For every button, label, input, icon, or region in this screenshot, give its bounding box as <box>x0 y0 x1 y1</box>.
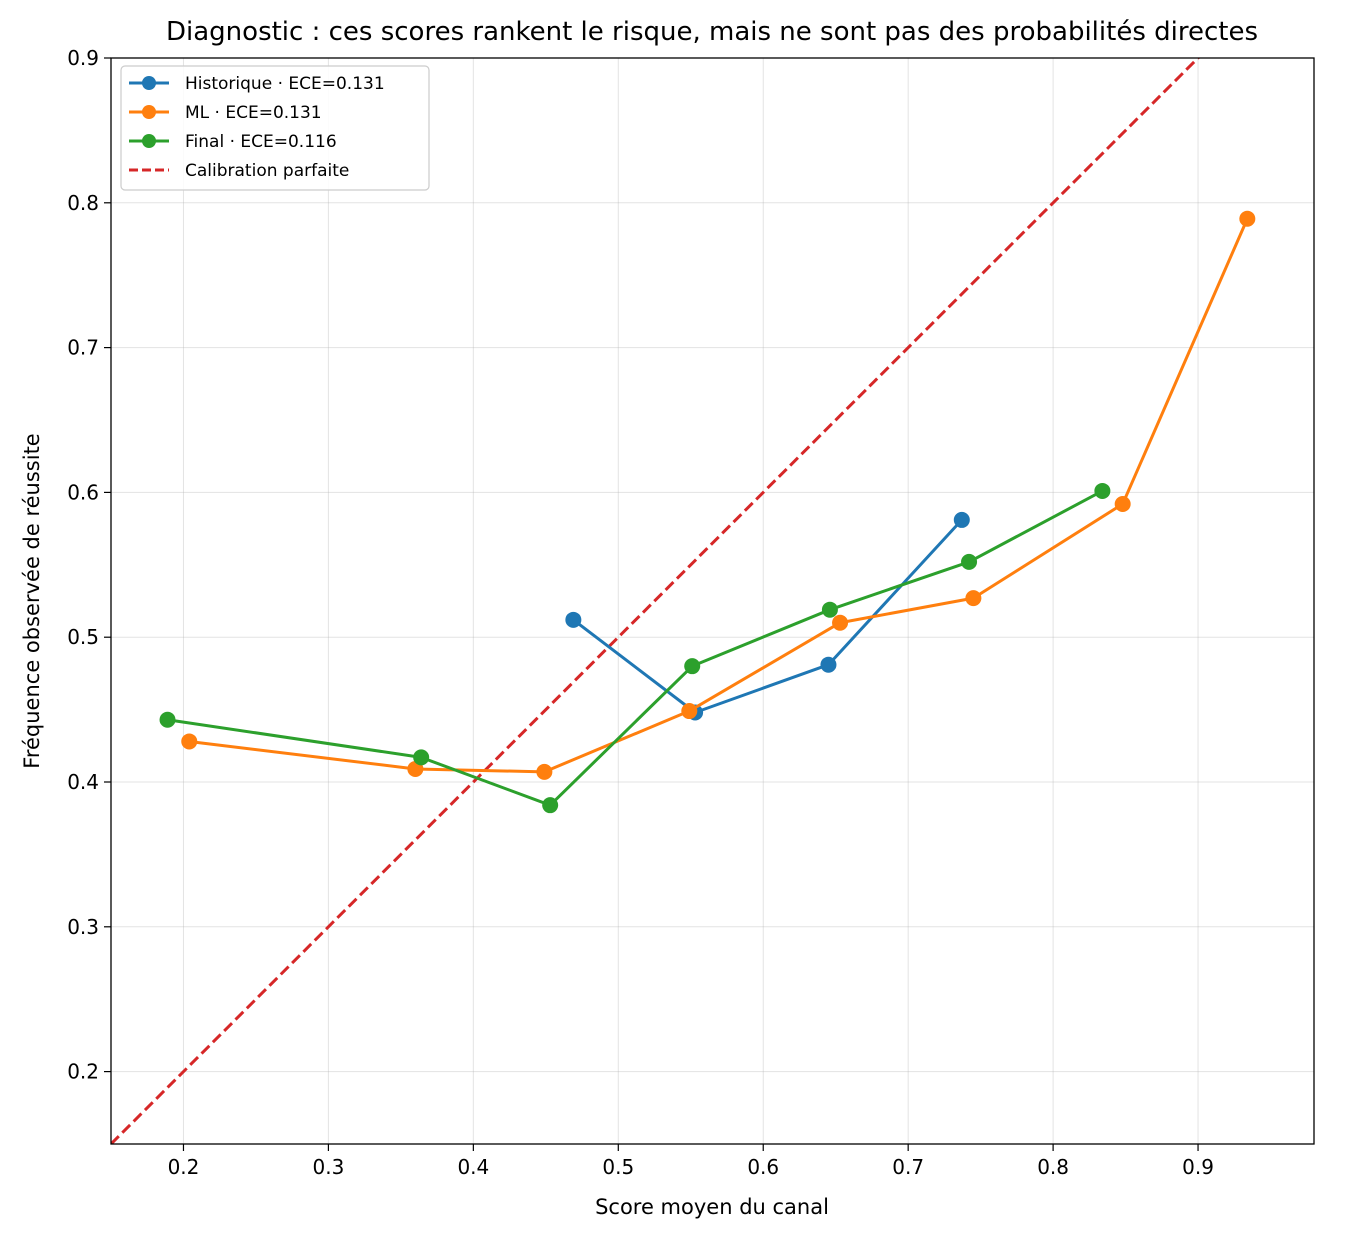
y-tick-label: 0.2 <box>67 1060 99 1084</box>
legend-marker <box>142 105 156 119</box>
legend-marker <box>142 76 156 90</box>
data-point-series-1 <box>681 703 698 720</box>
x-tick-label: 0.3 <box>313 1155 345 1179</box>
data-point-series-2 <box>684 658 701 675</box>
legend-label: ML · ECE=0.131 <box>185 103 322 123</box>
legend-item: ML · ECE=0.131 <box>129 103 322 123</box>
data-point-series-2 <box>1094 482 1111 499</box>
series-line-0 <box>572 518 963 714</box>
data-point-series-2 <box>413 749 430 766</box>
data-point-series-1 <box>1114 495 1131 512</box>
y-tick-label: 0.9 <box>67 46 99 70</box>
x-tick-label: 0.4 <box>457 1155 489 1179</box>
plot-area <box>111 58 1256 1144</box>
x-tick-label: 0.6 <box>747 1155 779 1179</box>
legend-box <box>120 65 430 191</box>
x-axis-label: Score moyen du canal <box>595 1195 829 1219</box>
grid <box>111 57 1314 1144</box>
data-point-series-2 <box>159 711 176 728</box>
legend-item: Calibration parfaite <box>129 161 349 181</box>
plot-frame <box>110 57 1315 1145</box>
data-point-series-1 <box>536 763 553 780</box>
legend-item: Final · ECE=0.116 <box>129 132 337 152</box>
legend-label: Historique · ECE=0.131 <box>185 74 385 94</box>
x-tick-label: 0.7 <box>892 1155 924 1179</box>
y-tick-label: 0.5 <box>67 625 99 649</box>
data-point-series-2 <box>821 601 838 618</box>
legend-item: Historique · ECE=0.131 <box>129 74 385 94</box>
data-point-series-2 <box>961 553 978 570</box>
legend: Historique · ECE=0.131 ML · ECE=0.131 Fina… <box>120 65 430 191</box>
y-tick-label: 0.4 <box>67 770 99 794</box>
data-point-series-1 <box>965 590 982 607</box>
chart-title: Diagnostic : ces scores rankent le risqu… <box>166 17 1258 47</box>
legend-label: Calibration parfaite <box>185 161 349 181</box>
perfect-calibration-line <box>111 58 1201 1144</box>
data-point-series-1 <box>832 614 849 631</box>
data-point-series-0 <box>953 511 970 528</box>
axis-ticks: 0.2 0.3 0.4 0.5 0.6 0.7 0.8 0.9 0.2 0.3 0.4 0.5 0.6 0… <box>67 46 1214 1179</box>
legend-marker <box>142 134 156 148</box>
x-tick-label: 0.5 <box>602 1155 634 1179</box>
y-tick-label: 0.3 <box>67 915 99 939</box>
x-tick-label: 0.8 <box>1037 1155 1069 1179</box>
y-tick-label: 0.8 <box>67 191 99 215</box>
x-tick-label: 0.9 <box>1182 1155 1214 1179</box>
data-point-series-1 <box>1239 210 1256 227</box>
y-tick-label: 0.6 <box>67 480 99 504</box>
data-point-series-0 <box>565 611 582 628</box>
data-point-series-2 <box>542 797 559 814</box>
y-axis-label: Fréquence observée de réussite <box>20 433 44 768</box>
data-point-series-0 <box>820 656 837 673</box>
series-line-1 <box>189 218 1249 774</box>
data-point-series-1 <box>181 733 198 750</box>
y-tick-label: 0.7 <box>67 336 99 360</box>
x-tick-label: 0.2 <box>168 1155 200 1179</box>
legend-label: Final · ECE=0.116 <box>185 132 337 152</box>
